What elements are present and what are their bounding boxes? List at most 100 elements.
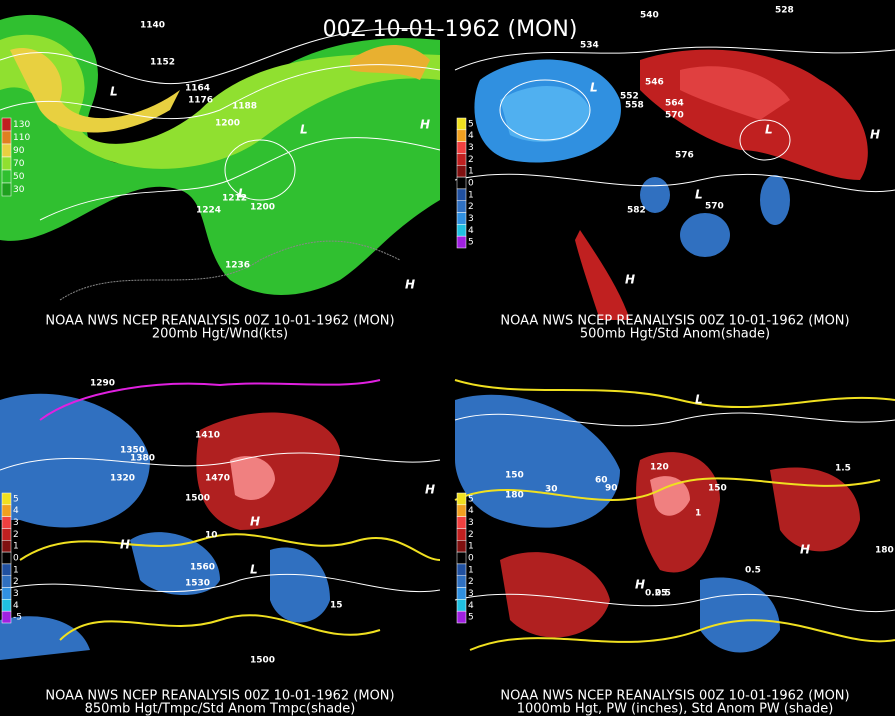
legend-swatch [1, 169, 12, 184]
legend-label: 0 [13, 554, 19, 564]
contour-label: 528 [775, 6, 794, 16]
legend-swatch [456, 235, 467, 249]
contour-label: 1224 [196, 206, 221, 216]
legend-swatch [456, 551, 467, 565]
contour-label: 1.5 [835, 464, 851, 474]
contour-label: 0.5 [655, 589, 671, 599]
legend-swatch [1, 563, 12, 576]
panel-caption: NOAA NWS NCEP REANALYSIS 00Z 10-01-1962 … [45, 314, 394, 329]
legend-swatch [1, 540, 12, 553]
panel-850mb [0, 379, 441, 660]
contour-label: 15 [330, 601, 343, 611]
legend-label: 2 [468, 577, 474, 587]
pressure-center: L [765, 123, 773, 137]
legend-label: 1 [468, 167, 474, 177]
pressure-center: L [300, 123, 308, 137]
legend-label: 1 [13, 565, 19, 575]
panel-subtitle: 1000mb Hgt, PW (inches), Std Anom PW (sh… [517, 702, 834, 716]
legend-swatch [456, 224, 467, 237]
legend-swatch [456, 528, 467, 541]
contour-label: 534 [580, 41, 599, 51]
pressure-center: H [870, 128, 880, 142]
legend-label: 30 [13, 185, 25, 195]
legend-label: 4 [13, 601, 19, 611]
contour-label: 1152 [150, 58, 175, 68]
contour-label: 564 [665, 99, 684, 109]
panel-caption: NOAA NWS NCEP REANALYSIS 00Z 10-01-1962 … [45, 689, 394, 704]
panel-500mb [454, 46, 895, 320]
legend-swatch [1, 599, 12, 612]
legend-swatch [456, 188, 467, 201]
legend-label: 1 [468, 542, 474, 552]
legend-label: 5 [468, 613, 474, 623]
legend-label: 4 [468, 131, 474, 141]
pressure-center: H [420, 118, 430, 132]
contour-label: 570 [665, 111, 684, 121]
pressure-center: H [405, 278, 415, 292]
legend-swatch [1, 130, 12, 145]
contour-label: 1140 [140, 21, 165, 31]
legend-label: 3 [468, 143, 474, 153]
contour-label: 1530 [185, 579, 210, 589]
legend-swatch [1, 117, 12, 132]
legend-swatch [1, 143, 12, 158]
contour-label: 90 [605, 484, 618, 494]
legend-swatch [456, 141, 467, 154]
legend-label: 2 [13, 577, 19, 587]
pressure-center: H [625, 273, 635, 287]
pressure-center: H [425, 483, 435, 497]
panel-caption: NOAA NWS NCEP REANALYSIS 00Z 10-01-1962 … [500, 689, 849, 704]
legend-swatch [1, 504, 12, 517]
contour-label: 1470 [205, 474, 230, 484]
legend-swatch [456, 176, 467, 190]
legend-label: -5 [13, 613, 22, 623]
contour-label: 582 [627, 206, 646, 216]
pressure-center: H [800, 543, 810, 557]
legend-label: 1 [468, 190, 474, 200]
panel-subtitle: 850mb Hgt/Tmpc/Std Anom Tmpc(shade) [85, 702, 356, 716]
contour-label: 558 [625, 101, 644, 111]
legend-label: 0 [468, 554, 474, 564]
pressure-center: L [238, 187, 246, 201]
contour-label: 1500 [185, 494, 210, 504]
legend-label: 4 [468, 226, 474, 236]
contour-label: 0.25 [645, 589, 667, 599]
legend-label: 70 [13, 159, 25, 169]
pressure-center: H [635, 578, 645, 592]
legend-label: 0 [468, 179, 474, 189]
contour-label: 150 [505, 471, 524, 481]
legend-label: 3 [468, 518, 474, 528]
contour-label: 1200 [250, 203, 275, 213]
legend-swatch [456, 516, 467, 529]
legend-swatch [456, 200, 467, 213]
contour-label: 1212 [222, 194, 247, 204]
legend-label: 5 [13, 494, 19, 504]
legend-swatch [1, 182, 12, 197]
legend-label: 2 [468, 530, 474, 540]
legend-swatch [456, 610, 467, 624]
contour-label: 60 [595, 476, 608, 486]
panel-subtitle: 500mb Hgt/Std Anom(shade) [580, 327, 770, 342]
pressure-center: H [250, 515, 260, 529]
contour-label: 1236 [225, 261, 250, 271]
contour-label: 1200 [215, 119, 240, 129]
legend-swatch [456, 563, 467, 576]
contour-label: 180 [875, 546, 894, 556]
legend-label: 4 [13, 506, 19, 516]
contour-label: 1176 [188, 96, 213, 106]
contour-label: 570 [705, 202, 724, 212]
panel-200mb [0, 0, 441, 340]
contour-label: 150 [708, 484, 727, 494]
pressure-center: L [110, 85, 118, 99]
contour-label: 1350 [120, 446, 145, 456]
contour-label: 120 [650, 463, 669, 473]
legend-label: 5 [468, 238, 474, 248]
legend-swatch [1, 156, 12, 171]
legend-label: 50 [13, 172, 25, 182]
legend-swatch [456, 129, 467, 142]
legend-label: 5 [468, 494, 474, 504]
legend-swatch [1, 492, 12, 506]
legend-swatch [1, 528, 12, 541]
